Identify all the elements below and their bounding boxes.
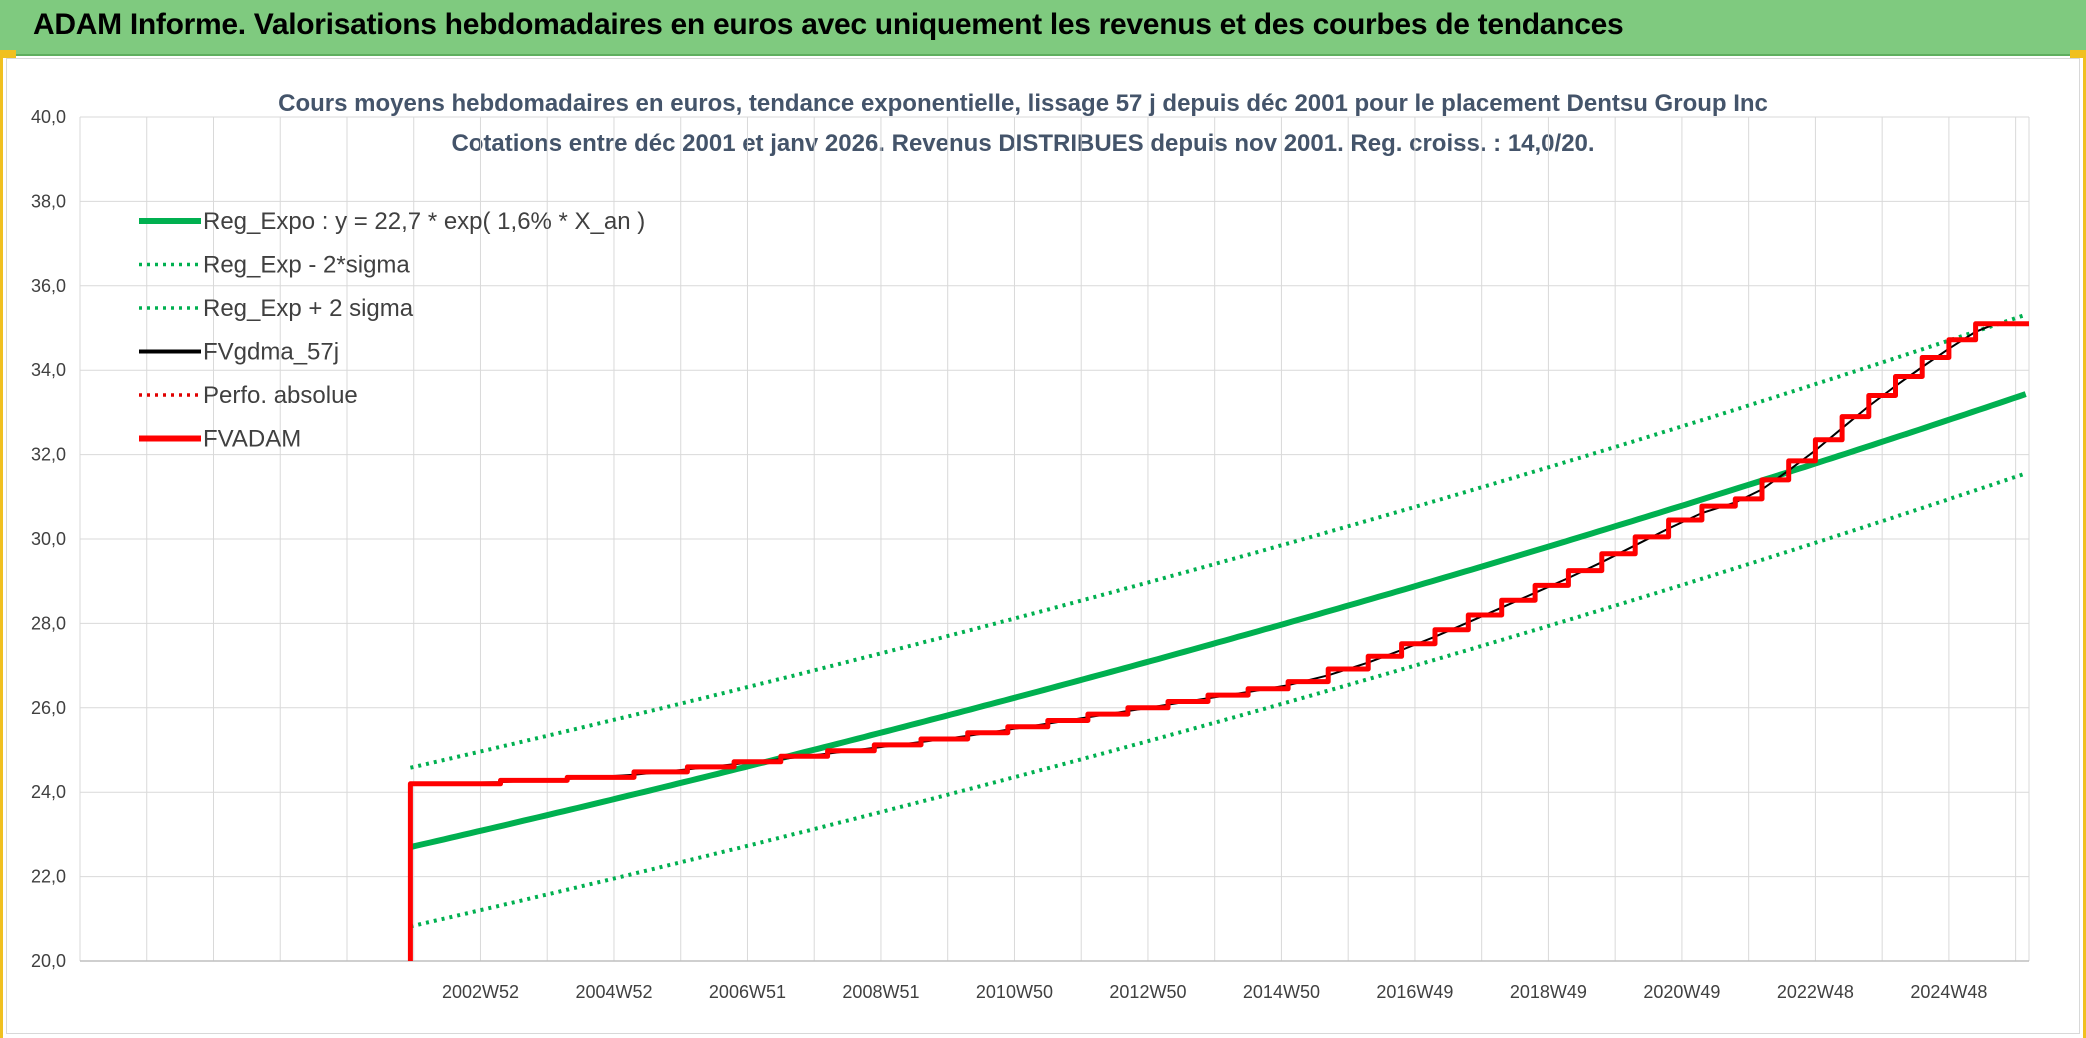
- y-tick-label: 38,0: [31, 191, 66, 211]
- x-tick-label: 2016W49: [1376, 982, 1453, 1002]
- chart-area: Cours moyens hebdomadaires en euros, ten…: [6, 58, 2080, 1034]
- series-layer: [407, 312, 2029, 961]
- y-tick-label: 40,0: [31, 107, 66, 127]
- y-tick-label: 22,0: [31, 867, 66, 887]
- chart-title: Cours moyens hebdomadaires en euros, ten…: [278, 90, 1768, 117]
- regression-plus-2sigma-line: [409, 312, 2027, 770]
- regression-minus-2sigma-line: [409, 471, 2027, 929]
- y-tick-label: 26,0: [31, 698, 66, 718]
- regression-expo-line: [409, 391, 2027, 851]
- x-tick-label: 2006W51: [709, 982, 786, 1002]
- y-tick-label: 24,0: [31, 782, 66, 802]
- y-tick-label: 34,0: [31, 360, 66, 380]
- legend-label: FVgdma_57j: [203, 339, 339, 366]
- legend: Reg_Expo : y = 22,7 * exp( 1,6% * X_an )…: [139, 208, 645, 453]
- y-tick-label: 28,0: [31, 613, 66, 633]
- report-banner: ADAM Informe. Valorisations hebdomadaire…: [0, 0, 2086, 56]
- x-tick-label: 2018W49: [1510, 982, 1587, 1002]
- x-tick-label: 2010W50: [976, 982, 1053, 1002]
- corner-accent: [0, 50, 16, 58]
- line-chart: Cours moyens hebdomadaires en euros, ten…: [31, 90, 2030, 1002]
- y-tick-label: 36,0: [31, 276, 66, 296]
- x-tick-label: 2020W49: [1643, 982, 1720, 1002]
- corner-accent: [2070, 50, 2086, 58]
- x-tick-label: 2002W52: [442, 982, 519, 1002]
- legend-label: FVADAM: [203, 426, 301, 453]
- x-tick-label: 2022W48: [1777, 982, 1854, 1002]
- grid: [79, 116, 2030, 962]
- y-tick-label: 20,0: [31, 951, 66, 971]
- x-tick-label: 2014W50: [1243, 982, 1320, 1002]
- axes: 20,0 22,0 24,0 26,0 28,0 30,0 32,0 34,0 36,0 38,0…: [31, 107, 2029, 1002]
- legend-label: Reg_Expo : y = 22,7 * exp( 1,6% * X_an ): [203, 208, 645, 235]
- fvadam-line: [407, 321, 2029, 961]
- x-tick-label: 2012W50: [1109, 982, 1186, 1002]
- legend-label: Perfo. absolue: [203, 382, 358, 409]
- x-tick-label: 2008W51: [842, 982, 919, 1002]
- x-tick-label: 2004W52: [575, 982, 652, 1002]
- report-title: ADAM Informe. Valorisations hebdomadaire…: [33, 8, 1624, 41]
- y-tick-label: 32,0: [31, 445, 66, 465]
- legend-label: Reg_Exp - 2*sigma: [203, 252, 410, 279]
- legend-label: Reg_Exp + 2 sigma: [203, 295, 414, 322]
- chart-subtitle: Cotations entre déc 2001 et janv 2026. R…: [451, 130, 1594, 157]
- y-tick-label: 30,0: [31, 529, 66, 549]
- x-tick-label: 2024W48: [1910, 982, 1987, 1002]
